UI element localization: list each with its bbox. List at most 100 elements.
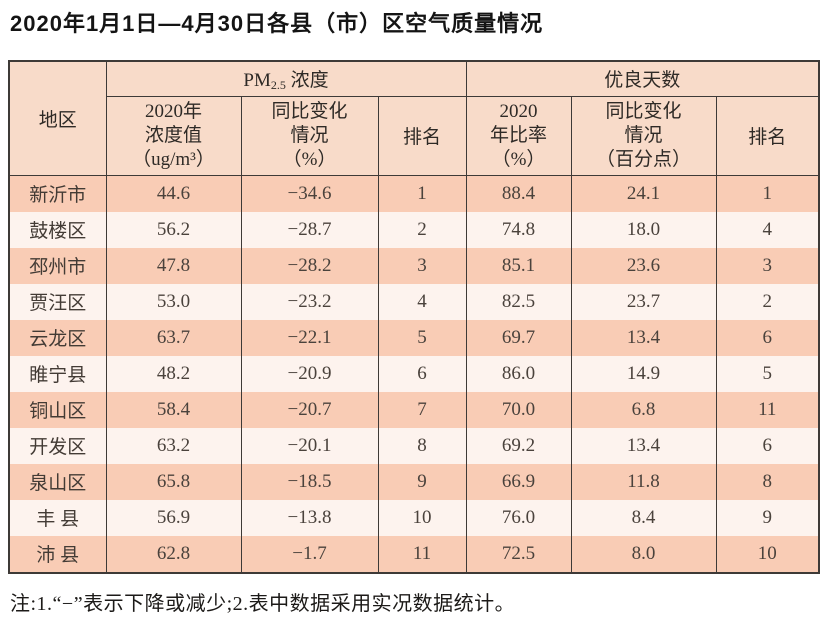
pm-label-prefix: PM (243, 69, 271, 91)
cell-days-rate: 85.1 (465, 247, 572, 284)
header-line: 年比率 (490, 124, 548, 146)
cell-days-rank: 9 (715, 499, 820, 536)
sub-header-row: 2020年 浓度值 （ug/m³） 同比变化 情况 （%） 排名 2020 年比… (9, 95, 820, 176)
table-row: 云龙区 63.7 −22.1 5 69.7 13.4 6 (8, 319, 820, 356)
cell-pm-rank: 4 (377, 283, 467, 320)
cell-pm-value: 63.7 (105, 319, 242, 356)
column-group-good-days: 优良天数 (465, 60, 820, 97)
cell-days-rank: 10 (715, 535, 820, 573)
cell-days-change: 23.7 (570, 283, 717, 320)
cell-days-rank: 3 (715, 247, 820, 284)
cell-pm-value: 65.8 (105, 463, 242, 500)
cell-days-change: 8.0 (570, 535, 717, 573)
cell-days-rate: 70.0 (465, 391, 572, 428)
cell-pm-value: 47.8 (105, 247, 242, 284)
cell-pm-rank: 3 (377, 247, 467, 284)
cell-days-rate: 72.5 (465, 535, 572, 573)
table-row: 泉山区 65.8 −18.5 9 66.9 11.8 8 (8, 463, 820, 500)
cell-pm-value: 44.6 (105, 175, 242, 212)
header-line: 同比变化 (271, 100, 348, 122)
table-row: 鼓楼区 56.2 −28.7 2 74.8 18.0 4 (8, 211, 820, 248)
cell-days-change: 8.4 (570, 499, 717, 536)
cell-pm-value: 56.2 (105, 211, 242, 248)
cell-days-rate: 69.7 (465, 319, 572, 356)
table-header: 地区 PM2.5 浓度 优良天数 2020年 浓度值 （ug/m³） 同比变化 … (8, 60, 820, 176)
cell-days-rank: 5 (715, 355, 820, 392)
cell-region: 开发区 (8, 427, 107, 464)
header-line: （ug/m³） (132, 148, 215, 170)
cell-region: 云龙区 (8, 319, 107, 356)
cell-pm-change: −28.7 (240, 211, 379, 248)
cell-days-change: 6.8 (570, 391, 717, 428)
header-line: （%） (491, 148, 546, 170)
footnote: 注:1.“−”表示下降或减少;2.表中数据采用实况数据统计。 (10, 592, 516, 615)
cell-pm-rank: 7 (377, 391, 467, 428)
cell-pm-rank: 2 (377, 211, 467, 248)
table-row: 铜山区 58.4 −20.7 7 70.0 6.8 11 (8, 391, 820, 428)
cell-days-change: 13.4 (570, 319, 717, 356)
cell-pm-change: −20.1 (240, 427, 379, 464)
header-line: 2020年 (144, 100, 202, 122)
cell-pm-rank: 1 (377, 175, 467, 212)
header-line: 2020 (499, 100, 538, 122)
cell-days-rate: 66.9 (465, 463, 572, 500)
cell-days-rank: 11 (715, 391, 820, 428)
cell-pm-value: 48.2 (105, 355, 242, 392)
cell-days-change: 18.0 (570, 211, 717, 248)
air-quality-table: 地区 PM2.5 浓度 优良天数 2020年 浓度值 （ug/m³） 同比变化 … (8, 59, 821, 574)
cell-days-rank: 6 (715, 319, 820, 356)
cell-days-rate: 82.5 (465, 283, 572, 320)
cell-pm-change: −28.2 (240, 247, 379, 284)
table-body: 新沂市 44.6 −34.6 1 88.4 24.1 1 鼓楼区 56.2 −2… (8, 175, 820, 573)
cell-region: 鼓楼区 (8, 211, 107, 248)
cell-pm-value: 58.4 (105, 391, 242, 428)
column-header-pm-change: 同比变化 情况 （%） (240, 95, 379, 176)
cell-pm-rank: 11 (377, 535, 467, 573)
cell-region: 泉山区 (8, 463, 107, 500)
cell-days-rank: 2 (715, 283, 820, 320)
column-header-pm-value: 2020年 浓度值 （ug/m³） (105, 95, 242, 176)
column-header-days-rate: 2020 年比率 （%） (465, 95, 572, 176)
header-line: 情况 (290, 124, 329, 146)
cell-pm-value: 56.9 (105, 499, 242, 536)
cell-pm-value: 53.0 (105, 283, 242, 320)
cell-region: 贾汪区 (8, 283, 107, 320)
cell-pm-rank: 9 (377, 463, 467, 500)
header-line: （百分点） (596, 148, 692, 170)
cell-pm-change: −13.8 (240, 499, 379, 536)
cell-days-rank: 8 (715, 463, 820, 500)
cell-days-change: 24.1 (570, 175, 717, 212)
header-line: （%） (282, 148, 337, 170)
cell-pm-change: −23.2 (240, 283, 379, 320)
cell-days-rate: 74.8 (465, 211, 572, 248)
cell-region: 丰 县 (8, 499, 107, 536)
header-line: 浓度值 (144, 124, 202, 146)
column-header-days-rank: 排名 (715, 95, 820, 176)
cell-region: 邳州市 (8, 247, 107, 284)
group-header-row: 地区 PM2.5 浓度 优良天数 (8, 60, 820, 176)
cell-days-rate: 69.2 (465, 427, 572, 464)
table-row: 贾汪区 53.0 −23.2 4 82.5 23.7 2 (8, 283, 820, 320)
table-row: 邳州市 47.8 −28.2 3 85.1 23.6 3 (8, 247, 820, 284)
cell-pm-change: −34.6 (240, 175, 379, 212)
cell-region: 新沂市 (8, 175, 107, 212)
cell-days-change: 13.4 (570, 427, 717, 464)
cell-region: 沛 县 (8, 535, 107, 573)
cell-days-change: 23.6 (570, 247, 717, 284)
table-row: 开发区 63.2 −20.1 8 69.2 13.4 6 (8, 427, 820, 464)
cell-pm-value: 62.8 (105, 535, 242, 573)
cell-pm-change: −18.5 (240, 463, 379, 500)
header-line: 同比变化 (605, 100, 682, 122)
table-row: 睢宁县 48.2 −20.9 6 86.0 14.9 5 (8, 355, 820, 392)
table-row: 沛 县 62.8 −1.7 11 72.5 8.0 10 (8, 535, 820, 573)
cell-days-rate: 76.0 (465, 499, 572, 536)
header-line: 情况 (624, 124, 663, 146)
table-row: 丰 县 56.9 −13.8 10 76.0 8.4 9 (8, 499, 820, 536)
cell-pm-rank: 8 (377, 427, 467, 464)
cell-pm-rank: 5 (377, 319, 467, 356)
cell-days-rate: 88.4 (465, 175, 572, 212)
cell-pm-value: 63.2 (105, 427, 242, 464)
cell-region: 睢宁县 (8, 355, 107, 392)
cell-region: 铜山区 (8, 391, 107, 428)
table-row: 新沂市 44.6 −34.6 1 88.4 24.1 1 (8, 175, 820, 212)
